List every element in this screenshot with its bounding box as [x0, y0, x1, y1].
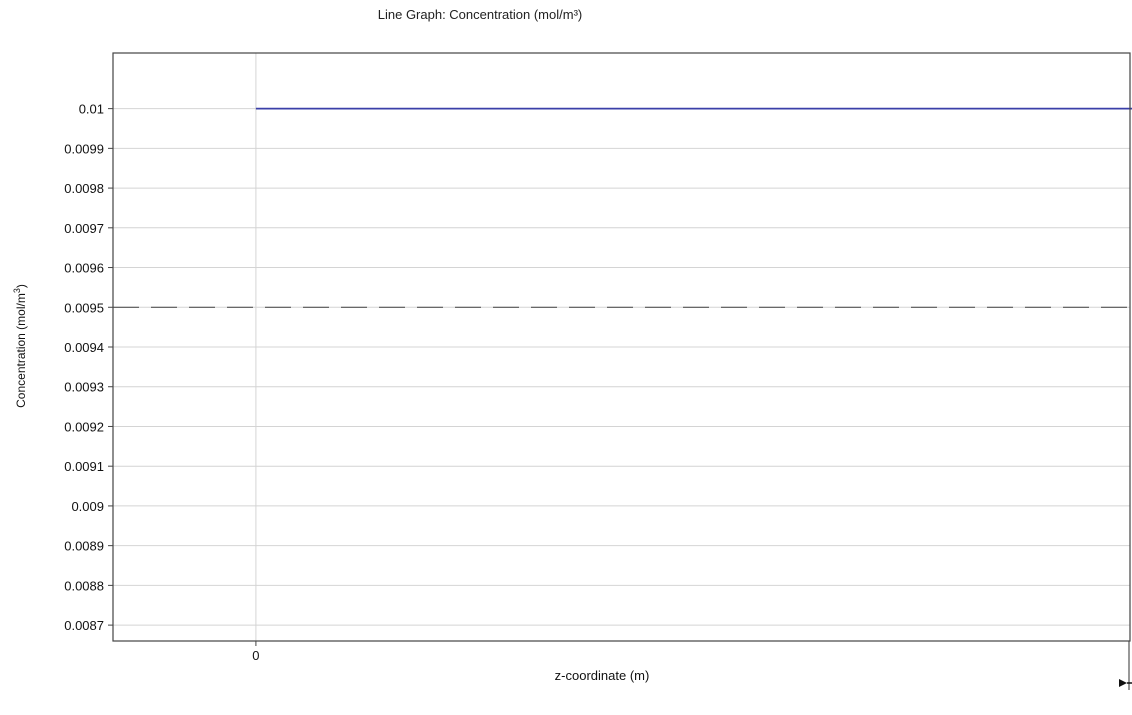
y-tick-label: 0.0087 — [64, 618, 104, 633]
reference-lines — [113, 306, 1130, 308]
diffusion-thickness-annotation: δdif — [1119, 641, 1132, 690]
y-tick-label: 0.01 — [79, 102, 104, 117]
grid — [113, 53, 1130, 641]
y-tick-label: 0.0094 — [64, 340, 104, 355]
y-tick-label: 0.0096 — [64, 261, 104, 276]
y-tick-label: 0.0091 — [64, 459, 104, 474]
y-tick-label: 0.0093 — [64, 380, 104, 395]
arrowhead-right — [1119, 679, 1127, 687]
y-axis-ticks: 0.0087 0.0088 0.0089 0.009 0.0091 0.0092 0.009… — [64, 102, 113, 633]
y-axis-label: Concentration (mol/m3) — [12, 284, 28, 408]
x-axis-label: z-coordinate (m) — [555, 668, 650, 683]
y-tick-label: 0.0098 — [64, 181, 104, 196]
y-tick-label: 0.0099 — [64, 141, 104, 156]
x-tick-label: 0 — [252, 648, 259, 663]
y-tick-label: 0.0097 — [64, 221, 104, 236]
y-tick-label: 0.0092 — [64, 419, 104, 434]
y-tick-label: 0.009 — [71, 499, 104, 514]
y-tick-label: 0.0095 — [64, 300, 104, 315]
y-tick-label: 0.0088 — [64, 578, 104, 593]
y-tick-label: 0.0089 — [64, 539, 104, 554]
x-axis-ticks: 00.00020.00040.00060.00080.0010.00120.00… — [252, 641, 260, 663]
chart-title: Line Graph: Concentration (mol/m³) — [378, 7, 582, 22]
